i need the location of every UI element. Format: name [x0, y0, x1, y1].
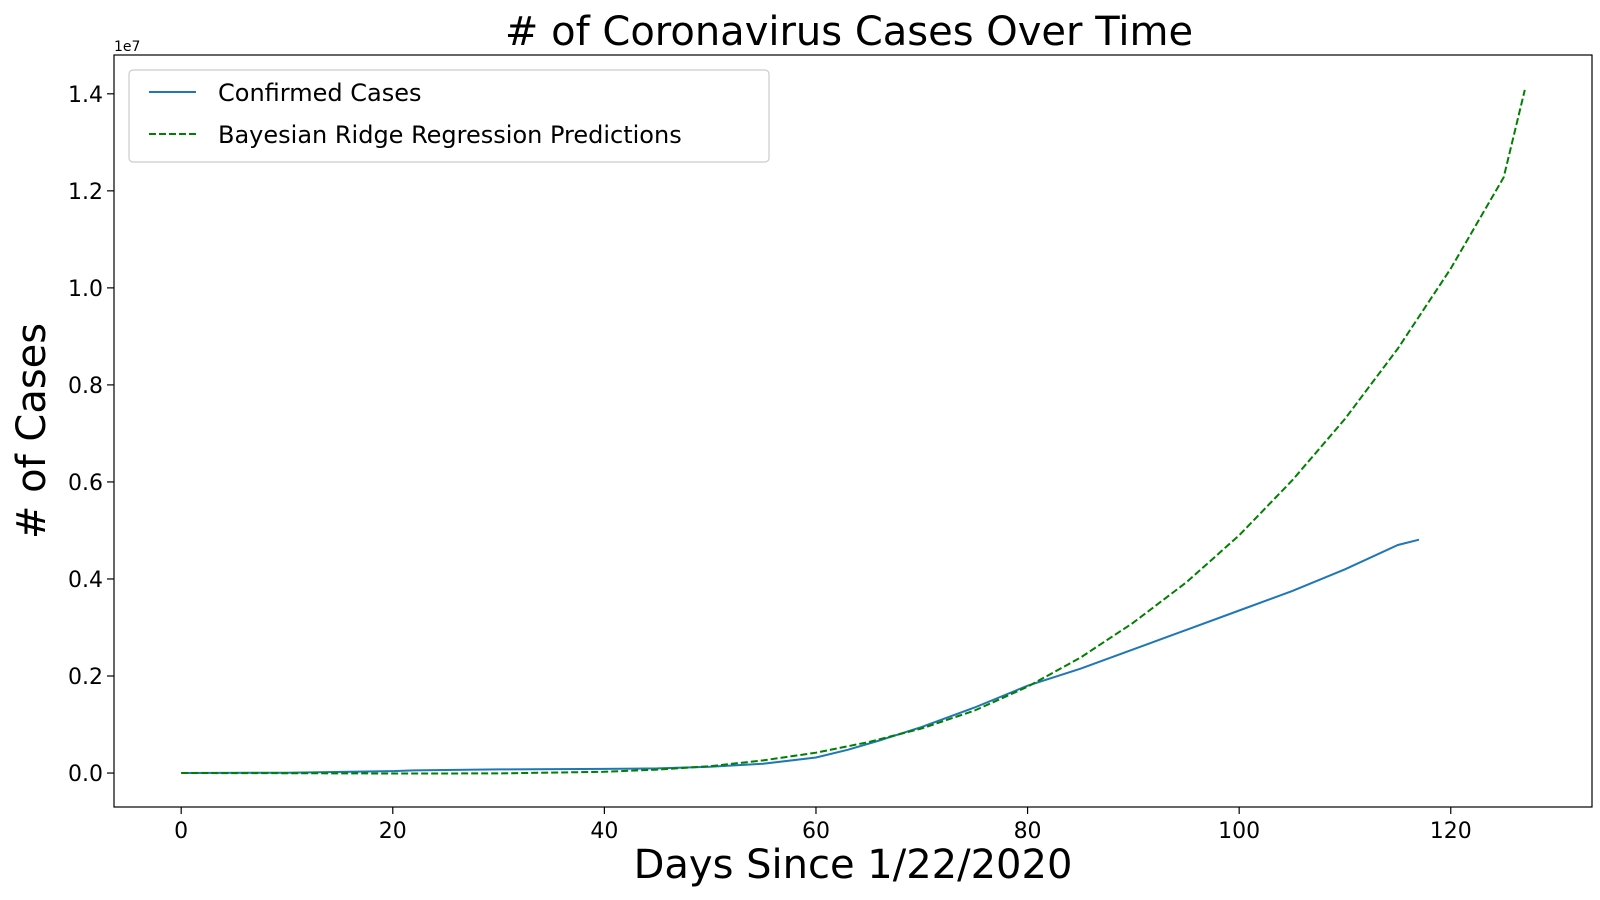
x-tick-label: 60	[802, 819, 830, 844]
legend: Confirmed Cases Bayesian Ridge Regressio…	[128, 69, 770, 163]
y-axis-offset-text: 1e7	[114, 39, 140, 55]
legend-label-confirmed-cases: Confirmed Cases	[218, 79, 421, 107]
y-tick-label: 1.4	[68, 83, 103, 108]
y-tick-label: 0.4	[68, 568, 103, 593]
y-axis-label: # of Cases	[9, 323, 55, 539]
axes-frame	[113, 54, 1593, 808]
y-tick-label: 1.2	[68, 180, 103, 205]
y-tick-label: 0.2	[68, 665, 103, 690]
y-tick-label: 1.0	[68, 277, 103, 302]
x-tick-label: 120	[1430, 819, 1472, 844]
series-line-bayesian-ridge-regression-predictions	[181, 89, 1526, 775]
x-axis: 0 20 40 60 80 100 120	[174, 807, 1472, 844]
legend-label-bayesian-ridge-predictions: Bayesian Ridge Regression Predictions	[218, 121, 682, 149]
plot-area	[181, 89, 1526, 775]
x-tick-label: 100	[1218, 819, 1260, 844]
y-tick-label: 0.8	[68, 374, 103, 399]
chart-title: # of Coronavirus Cases Over Time	[505, 9, 1193, 55]
x-axis-label: Days Since 1/22/2020	[634, 842, 1073, 888]
y-tick-label: 0.6	[68, 471, 103, 496]
legend-box	[128, 69, 770, 163]
x-tick-label: 20	[379, 819, 407, 844]
x-tick-label: 40	[590, 819, 618, 844]
x-tick-label: 80	[1014, 819, 1042, 844]
y-axis: 0.0 0.2 0.4 0.6 0.8 1.0 1.2 1.4	[68, 83, 114, 787]
series-line-confirmed-cases	[181, 538, 1420, 774]
y-tick-label: 0.0	[68, 762, 103, 787]
x-tick-label: 0	[174, 819, 188, 844]
